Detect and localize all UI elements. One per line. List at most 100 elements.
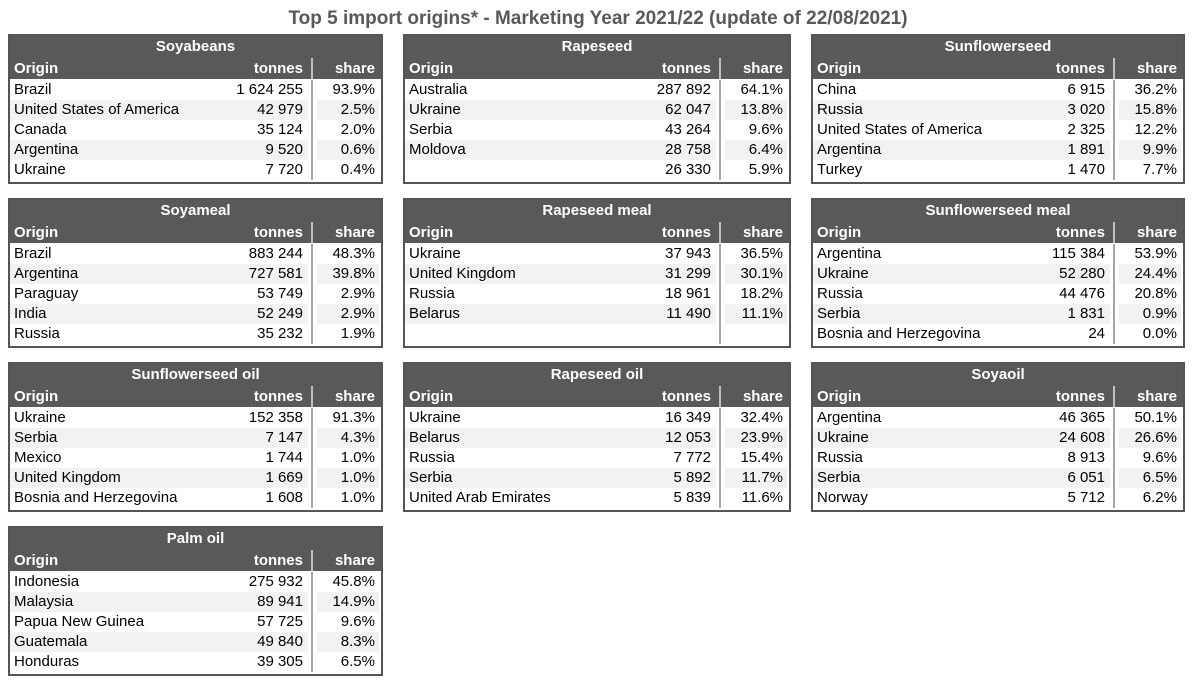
table-row: Russia 7 772 15.4%	[405, 448, 787, 468]
origin-cell: Norway	[817, 489, 868, 506]
share-cell: 9.9%	[1119, 140, 1181, 160]
share-cell: 1.0%	[317, 468, 379, 488]
origin-cell: Serbia	[409, 121, 453, 138]
tonnes-column-header: tonnes	[661, 388, 711, 405]
table-title: Rapeseed oil	[405, 364, 789, 386]
tonnes-column-header: tonnes	[1055, 388, 1105, 405]
column-divider	[716, 80, 725, 100]
commodity-table: Sunflowerseed oil Origin tonnes share Uk…	[8, 362, 383, 512]
column-divider	[308, 468, 317, 488]
column-divider	[308, 58, 317, 79]
table-title: Rapeseed	[405, 36, 789, 58]
table-body: Brazil 883 244 48.3% Argentina 727 581 39.8% P…	[10, 244, 381, 346]
tonnes-cell: 1 608	[265, 489, 303, 506]
share-column-header: share	[334, 552, 375, 569]
origin-cell: Papua New Guinea	[14, 613, 145, 630]
origin-cell: Malaysia	[10, 592, 208, 612]
share-cell: 6.5%	[340, 653, 375, 670]
column-divider	[308, 592, 317, 612]
column-divider	[1110, 244, 1119, 264]
origin-cell: Ukraine	[14, 161, 66, 178]
share-column-header: share	[742, 388, 783, 405]
table-header-row: Origin tonnes share	[813, 58, 1183, 80]
commodity-table: Soyameal Origin tonnes share Brazil 883 2…	[8, 198, 383, 348]
share-column-header: share	[334, 60, 375, 77]
table-row: Ukraine 24 608 26.6%	[813, 428, 1181, 448]
share-cell: 50.1%	[1134, 409, 1177, 426]
column-divider	[1110, 264, 1119, 284]
tonnes-cell: 115 384	[1051, 245, 1105, 262]
origin-cell: Brazil	[14, 81, 52, 98]
origin-cell: Belarus	[405, 428, 616, 448]
table-row: Serbia 5 892 11.7%	[405, 468, 787, 488]
table-row: Russia 8 913 9.6%	[813, 448, 1181, 468]
share-column-header: share	[334, 388, 375, 405]
column-divider	[308, 652, 317, 672]
tonnes-cell: 275 932	[248, 573, 303, 590]
table-row: Moldova 28 758 6.4%	[405, 140, 787, 160]
share-cell: 0.6%	[317, 140, 379, 160]
table-row: Australia 287 892 64.1%	[405, 80, 787, 100]
table-row: United States of America 2 325 12.2%	[813, 120, 1181, 140]
origin-cell: Ukraine	[409, 409, 461, 426]
tonnes-cell: 1 744	[265, 449, 303, 466]
share-column-header: share	[1136, 388, 1177, 405]
origin-cell: Argentina	[10, 140, 208, 160]
share-cell: 9.6%	[340, 613, 375, 630]
table-row: Brazil 883 244 48.3%	[10, 244, 379, 264]
share-cell: 18.2%	[740, 285, 783, 302]
tonnes-cell: 7 720	[265, 161, 303, 178]
table-row: Ukraine 7 720 0.4%	[10, 160, 379, 180]
tonnes-cell: 5 712	[1067, 489, 1105, 506]
origin-cell: Argentina	[10, 264, 208, 284]
commodity-table: Soyabeans Origin tonnes share Brazil 1 62…	[8, 34, 383, 184]
table-row: Papua New Guinea 57 725 9.6%	[10, 612, 379, 632]
origin-cell: Brazil	[14, 245, 52, 262]
table-header-row: Origin tonnes share	[813, 222, 1183, 244]
column-divider	[716, 468, 725, 488]
origin-cell: Australia	[409, 81, 468, 98]
origin-cell: Moldova	[405, 140, 616, 160]
tonnes-column-header: tonnes	[253, 224, 303, 241]
origin-cell: Russia	[813, 100, 1010, 120]
origin-cell: Russia	[817, 285, 863, 302]
table-row: Russia 44 476 20.8%	[813, 284, 1181, 304]
table-row: Paraguay 53 749 2.9%	[10, 284, 379, 304]
column-divider	[1110, 80, 1119, 100]
column-divider	[716, 222, 725, 243]
tonnes-cell: 7 772	[673, 449, 711, 466]
tonnes-cell: 1 669	[208, 468, 308, 488]
share-cell: 39.8%	[317, 264, 379, 284]
origin-column-header: Origin	[817, 60, 862, 77]
tonnes-cell: 1 470	[1067, 161, 1105, 178]
origin-cell: China	[817, 81, 857, 98]
origin-cell: Ukraine	[813, 264, 1010, 284]
origin-cell: Ukraine	[14, 409, 66, 426]
origin-cell: Russia	[409, 449, 455, 466]
tonnes-column-header: tonnes	[1055, 224, 1105, 241]
column-divider	[308, 304, 317, 324]
share-cell	[725, 324, 787, 344]
origin-cell: Turkey	[817, 161, 863, 178]
share-cell: 6.2%	[1142, 489, 1177, 506]
share-cell: 13.8%	[725, 100, 787, 120]
tonnes-cell: 12 053	[616, 428, 716, 448]
column-divider	[716, 324, 725, 344]
column-divider	[308, 140, 317, 160]
column-divider	[716, 244, 725, 264]
share-cell: 36.5%	[740, 245, 783, 262]
commodity-table: Sunflowerseed Origin tonnes share China 6…	[811, 34, 1185, 184]
tonnes-cell: 35 232	[257, 325, 303, 342]
share-cell: 6.4%	[725, 140, 787, 160]
origin-column-header: Origin	[14, 388, 59, 405]
column-divider	[716, 160, 725, 180]
column-divider	[308, 612, 317, 632]
tonnes-cell: 1 891	[1010, 140, 1110, 160]
share-cell: 2.9%	[340, 285, 375, 302]
table-row: Argentina 9 520 0.6%	[10, 140, 379, 160]
share-cell: 11.1%	[725, 304, 787, 324]
origin-cell	[405, 324, 616, 344]
column-divider	[308, 428, 317, 448]
tonnes-cell: 6 051	[1010, 468, 1110, 488]
table-row: Ukraine 37 943 36.5%	[405, 244, 787, 264]
